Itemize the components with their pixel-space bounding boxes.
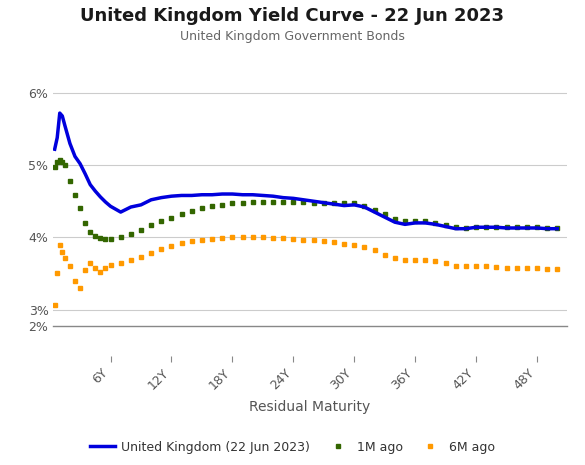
1M ago: [102, 236, 109, 242]
6M ago: [117, 260, 124, 266]
1M ago: [534, 225, 541, 230]
1M ago: [51, 165, 58, 170]
6M ago: [412, 258, 419, 263]
United Kingdom (22 Jun 2023): [371, 209, 378, 215]
United Kingdom (22 Jun 2023): [117, 209, 124, 215]
X-axis label: Residual Maturity: Residual Maturity: [249, 400, 371, 414]
6M ago: [554, 266, 561, 272]
Text: United Kingdom Government Bonds: United Kingdom Government Bonds: [180, 30, 405, 43]
6M ago: [107, 262, 114, 267]
6M ago: [51, 302, 58, 307]
6M ago: [473, 263, 480, 268]
1M ago: [554, 225, 561, 231]
6M ago: [534, 266, 541, 271]
6M ago: [229, 234, 236, 240]
1M ago: [422, 219, 429, 224]
1M ago: [381, 212, 388, 217]
1M ago: [137, 227, 144, 233]
United Kingdom (22 Jun 2023): [56, 110, 63, 116]
United Kingdom (22 Jun 2023): [128, 204, 135, 210]
United Kingdom (22 Jun 2023): [412, 220, 419, 226]
United Kingdom (22 Jun 2023): [554, 226, 561, 232]
Line: 1M ago: 1M ago: [53, 159, 559, 240]
6M ago: [371, 247, 378, 253]
Text: United Kingdom Yield Curve - 22 Jun 2023: United Kingdom Yield Curve - 22 Jun 2023: [81, 7, 504, 25]
United Kingdom (22 Jun 2023): [534, 225, 541, 231]
Line: 6M ago: 6M ago: [53, 236, 559, 306]
United Kingdom (22 Jun 2023): [452, 226, 459, 232]
1M ago: [128, 231, 135, 237]
Line: United Kingdom (22 Jun 2023): United Kingdom (22 Jun 2023): [54, 113, 558, 229]
United Kingdom (22 Jun 2023): [51, 146, 58, 152]
Legend: United Kingdom (22 Jun 2023), 1M ago, 6M ago: United Kingdom (22 Jun 2023), 1M ago, 6M…: [85, 436, 500, 459]
United Kingdom (22 Jun 2023): [483, 225, 490, 230]
1M ago: [483, 224, 490, 229]
1M ago: [56, 157, 63, 163]
